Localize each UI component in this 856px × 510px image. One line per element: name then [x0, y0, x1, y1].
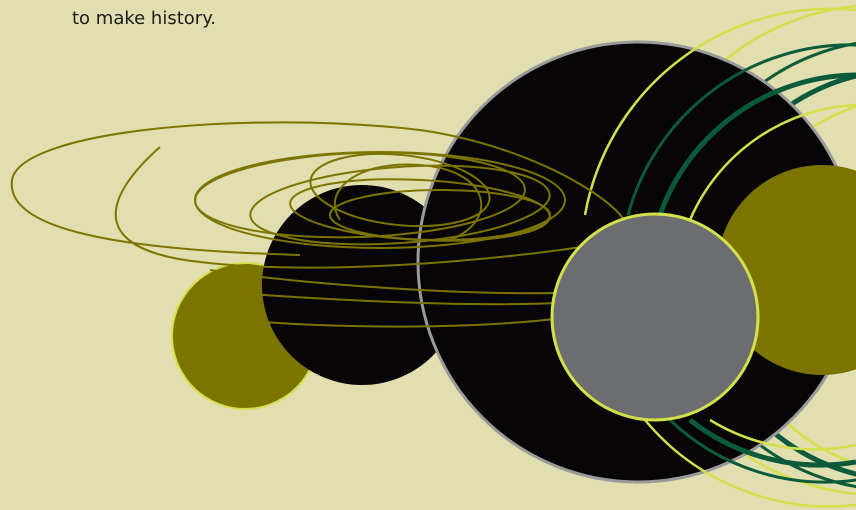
artwork — [0, 0, 856, 510]
gray-circle — [552, 214, 758, 420]
illustration-page: to make history. — [0, 0, 856, 510]
caption-text: to make history. — [72, 8, 216, 29]
